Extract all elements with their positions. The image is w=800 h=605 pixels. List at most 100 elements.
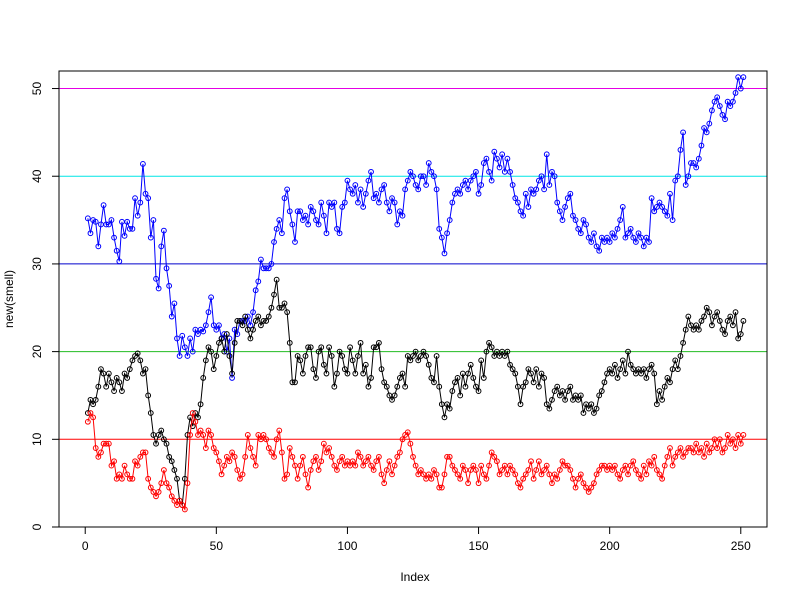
data-point [449, 199, 456, 206]
data-point [84, 418, 91, 425]
data-point [727, 103, 734, 109]
data-point [632, 467, 639, 473]
data-point [378, 186, 385, 193]
data-point [305, 344, 312, 351]
data-point [213, 449, 220, 456]
data-point [428, 475, 435, 482]
data-point [202, 357, 209, 364]
data-point [669, 462, 676, 469]
data-point [111, 388, 117, 394]
data-point [142, 190, 149, 197]
data-point [383, 199, 390, 206]
data-point [667, 445, 673, 451]
data-point [234, 331, 241, 337]
x-tick-label: 100 [337, 539, 357, 553]
data-point [701, 453, 707, 460]
data-point [378, 366, 385, 373]
data-point [585, 234, 592, 241]
data-point [281, 300, 288, 307]
data-point [470, 173, 477, 180]
data-point [446, 405, 453, 412]
data-point [158, 427, 165, 434]
data-point [452, 379, 458, 386]
data-point [339, 204, 346, 210]
data-point [278, 304, 285, 311]
data-point [551, 471, 558, 478]
data-point [121, 370, 128, 377]
data-point [352, 462, 359, 469]
data-point [331, 462, 338, 469]
data-point [572, 484, 579, 491]
data-point [646, 239, 652, 245]
data-point [549, 396, 555, 403]
data-point [373, 344, 380, 351]
data-point [580, 480, 587, 487]
data-point [111, 458, 117, 465]
data-point [349, 357, 356, 364]
data-point [124, 471, 131, 478]
data-point [449, 388, 456, 394]
data-point [661, 383, 668, 390]
data-point [716, 103, 723, 109]
data-point [504, 471, 511, 478]
data-point [341, 199, 348, 206]
data-point [706, 449, 713, 456]
data-point [512, 370, 519, 377]
data-point [216, 458, 222, 465]
data-point [140, 449, 146, 456]
data-point [622, 370, 629, 377]
data-point [533, 366, 540, 373]
data-point [612, 361, 618, 368]
data-point [394, 383, 401, 390]
data-point [619, 204, 626, 210]
data-point [627, 462, 634, 469]
data-point [313, 375, 319, 381]
data-point [735, 335, 742, 342]
data-point [302, 471, 309, 478]
data-point [543, 462, 550, 469]
data-point [486, 168, 492, 175]
data-point [661, 208, 668, 215]
data-point [444, 230, 450, 237]
data-point [216, 322, 222, 329]
data-point [381, 182, 388, 188]
data-point [585, 405, 592, 412]
data-point [575, 475, 582, 482]
data-point [339, 353, 346, 359]
data-point [716, 436, 723, 443]
data-point [168, 313, 175, 320]
data-point [648, 462, 655, 469]
data-point [278, 230, 285, 237]
data-point [625, 348, 631, 355]
data-point [486, 339, 492, 346]
data-point [158, 243, 165, 250]
data-point [189, 348, 196, 355]
data-point [265, 445, 272, 451]
data-point [625, 230, 631, 237]
data-point [444, 401, 450, 408]
data-point [87, 230, 94, 237]
data-point [328, 453, 335, 460]
data-point [294, 475, 301, 482]
data-point [480, 471, 487, 478]
data-point [362, 361, 369, 368]
data-point [357, 339, 364, 346]
data-point [483, 348, 490, 355]
data-point [226, 353, 233, 359]
data-point [556, 392, 563, 399]
data-point [436, 225, 443, 232]
data-point [92, 396, 99, 403]
data-point [470, 375, 477, 381]
data-point [562, 396, 568, 403]
data-point [399, 370, 406, 377]
data-point [126, 225, 133, 232]
data-point [496, 164, 503, 171]
data-point [494, 155, 500, 162]
data-point [473, 467, 479, 473]
data-point [244, 432, 251, 438]
data-point [535, 383, 542, 390]
data-point [218, 335, 225, 342]
data-point [648, 361, 655, 368]
data-point [126, 475, 133, 482]
data-point [307, 344, 314, 351]
